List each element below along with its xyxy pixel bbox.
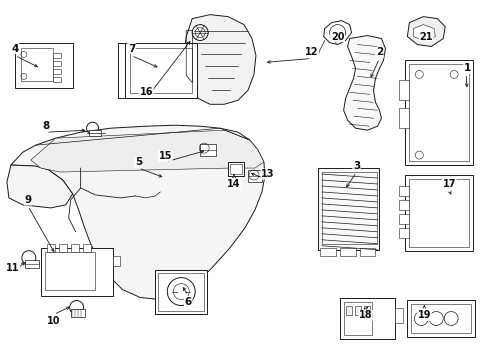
Polygon shape xyxy=(343,36,385,130)
Bar xyxy=(399,108,408,128)
Bar xyxy=(47,244,55,252)
Text: 5: 5 xyxy=(135,157,142,167)
Bar xyxy=(88,130,101,136)
Text: 18: 18 xyxy=(358,310,371,320)
Text: 9: 9 xyxy=(24,195,31,205)
Bar xyxy=(317,168,379,250)
Bar xyxy=(405,175,472,251)
Bar xyxy=(354,306,360,315)
Bar xyxy=(45,252,94,289)
Bar xyxy=(345,306,351,315)
Bar xyxy=(321,172,377,244)
Polygon shape xyxy=(407,17,444,46)
Bar xyxy=(247,170,262,182)
Text: 20: 20 xyxy=(330,32,344,41)
Polygon shape xyxy=(184,15,255,104)
Bar xyxy=(359,248,375,256)
Polygon shape xyxy=(323,21,351,45)
Bar xyxy=(53,69,61,75)
Bar xyxy=(125,42,197,98)
Text: 21: 21 xyxy=(419,32,432,41)
Bar xyxy=(405,60,472,165)
Bar xyxy=(71,244,79,252)
Text: 14: 14 xyxy=(227,179,240,189)
Bar xyxy=(200,144,216,156)
Bar xyxy=(53,62,61,67)
Polygon shape xyxy=(11,125,264,300)
Bar xyxy=(229,164,242,174)
Bar xyxy=(21,48,53,81)
Bar xyxy=(53,54,61,58)
Bar xyxy=(399,200,408,210)
Text: 17: 17 xyxy=(442,179,455,189)
Text: 15: 15 xyxy=(158,151,172,161)
Bar xyxy=(15,42,73,88)
Bar xyxy=(408,179,468,247)
Text: 7: 7 xyxy=(127,44,135,54)
Bar xyxy=(25,260,39,268)
Bar xyxy=(71,310,84,318)
Bar xyxy=(155,270,207,315)
Text: 11: 11 xyxy=(6,263,20,273)
Text: 8: 8 xyxy=(42,121,49,131)
Text: 3: 3 xyxy=(352,161,360,171)
Bar xyxy=(395,307,403,323)
Bar xyxy=(319,248,335,256)
Text: 2: 2 xyxy=(375,48,382,58)
Polygon shape xyxy=(7,165,73,208)
Bar xyxy=(399,214,408,224)
Bar xyxy=(399,228,408,238)
Bar xyxy=(343,302,371,336)
Bar xyxy=(158,273,203,311)
Polygon shape xyxy=(412,24,434,41)
Bar xyxy=(399,186,408,196)
Text: 12: 12 xyxy=(305,48,318,58)
Polygon shape xyxy=(31,130,264,172)
Bar xyxy=(339,248,355,256)
Bar xyxy=(227,162,244,176)
Bar xyxy=(59,244,66,252)
Bar xyxy=(41,248,112,296)
Text: 6: 6 xyxy=(184,297,191,306)
Bar xyxy=(53,77,61,82)
Bar xyxy=(339,298,395,339)
Bar xyxy=(399,80,408,100)
Bar xyxy=(363,306,369,315)
Text: 13: 13 xyxy=(261,169,274,179)
Text: 19: 19 xyxy=(417,310,430,320)
Bar xyxy=(408,64,468,161)
Bar xyxy=(112,256,120,266)
Text: 10: 10 xyxy=(47,316,61,327)
Bar xyxy=(410,303,470,333)
Bar xyxy=(82,244,90,252)
Text: 16: 16 xyxy=(140,87,153,97)
Bar xyxy=(130,48,192,93)
Text: 1: 1 xyxy=(463,63,470,73)
Text: 4: 4 xyxy=(11,44,19,54)
Bar xyxy=(407,300,474,337)
